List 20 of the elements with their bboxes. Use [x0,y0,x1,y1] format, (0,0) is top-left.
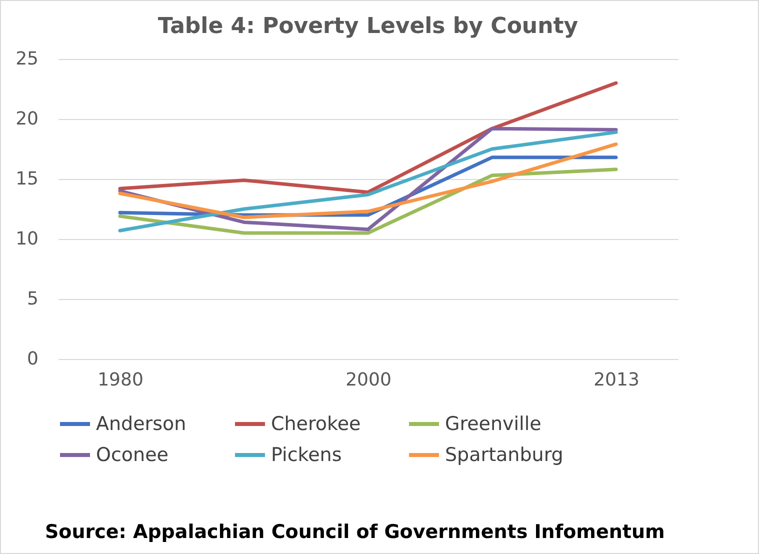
legend-label: Cherokee [271,413,361,435]
legend-label: Anderson [96,413,186,435]
legend-label: Greenville [445,413,542,435]
y-tick-label: 15 [16,168,38,190]
y-tick-label: 0 [27,348,38,370]
y-tick-label: 5 [27,288,38,310]
legend-label: Spartanburg [445,444,564,466]
line-series [118,81,618,194]
legend-label: Pickens [271,444,342,466]
source-note: Source: Appalachian Council of Governments Infomentum [45,521,665,543]
x-tick-label: 1980 [98,370,144,390]
x-tick-label: 2000 [346,370,392,390]
line-series [118,168,618,235]
legend-label: Oconee [96,444,168,466]
chart-title: Table 4: Poverty Levels by County [158,14,578,39]
y-tick-label: 20 [16,108,38,130]
x-tick-label: 2013 [594,370,640,390]
y-tick-label: 25 [16,48,38,70]
y-tick-label: 10 [16,228,38,250]
line-series [118,142,618,220]
